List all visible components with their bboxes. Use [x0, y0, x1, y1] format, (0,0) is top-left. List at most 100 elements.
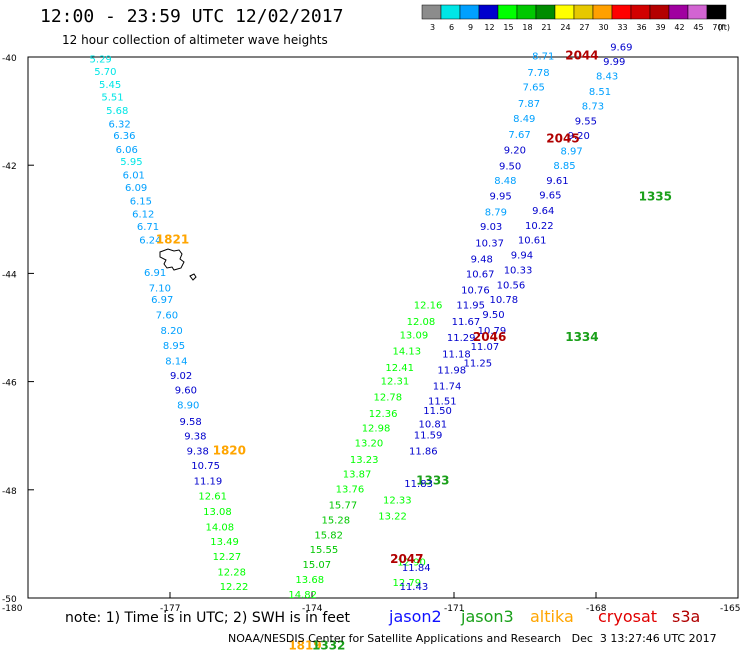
- wave-height-value: 9.94: [511, 250, 533, 261]
- color-scale-label: 21: [541, 23, 551, 32]
- wave-height-value: 12.28: [217, 567, 246, 578]
- mission-label-altika: altika: [530, 607, 574, 626]
- wave-height-value: 9.38: [187, 447, 209, 458]
- wave-height-value: 14.08: [206, 522, 235, 533]
- wave-height-value: 11.74: [433, 382, 462, 393]
- island-outline: [159, 248, 185, 271]
- x-tick-label: -165: [720, 604, 740, 614]
- pass-time-label: 2045: [546, 131, 579, 145]
- wave-height-value: 13.23: [350, 455, 379, 466]
- wave-height-value: 8.73: [582, 101, 604, 112]
- wave-height-value: 12.22: [220, 582, 249, 593]
- wave-height-value: 10.61: [518, 236, 547, 247]
- wave-height-value: 11.84: [402, 563, 431, 574]
- pass-time-label: 1821: [156, 233, 189, 247]
- wave-height-value: 11.86: [409, 447, 438, 458]
- wave-height-value: 11.50: [423, 406, 452, 417]
- wave-height-value: 13.08: [203, 507, 232, 518]
- y-tick-label: -42: [2, 162, 17, 172]
- color-scale-label: 36: [636, 23, 646, 32]
- wave-height-value: 5.68: [106, 106, 128, 117]
- wave-height-value: 9.61: [546, 176, 568, 187]
- wave-height-value: 11.51: [428, 396, 457, 407]
- wave-height-value: 13.68: [295, 575, 324, 586]
- color-scale-swatch: [687, 4, 708, 20]
- page-title: 12:00 - 23:59 UTC 12/02/2017: [40, 6, 344, 27]
- footnote: note: 1) Time is in UTC; 2) SWH is in fe…: [65, 610, 351, 626]
- color-scale-label: 30: [598, 23, 608, 32]
- wave-height-value: 9.48: [471, 255, 493, 266]
- wave-height-value: 13.87: [343, 469, 372, 480]
- wave-height-value: 8.97: [561, 146, 583, 157]
- wave-height-value: 9.64: [532, 206, 554, 217]
- wave-height-value: 12.36: [369, 409, 398, 420]
- wave-height-value: 7.67: [508, 130, 530, 141]
- x-tick-label: -180: [2, 604, 23, 614]
- wave-height-value: 10.81: [419, 420, 448, 431]
- wave-height-value: 7.87: [518, 99, 540, 110]
- color-scale-swatch: [649, 4, 670, 20]
- y-tick-label: -48: [2, 487, 17, 497]
- wave-height-value: 6.24: [139, 236, 161, 247]
- color-scale-label: 33: [617, 23, 627, 32]
- x-tick-label: -177: [160, 604, 180, 614]
- wave-height-value: 11.95: [456, 301, 485, 312]
- color-scale-swatch: [516, 4, 537, 20]
- pass-time-label: 1335: [639, 189, 672, 203]
- wave-height-value: 12.98: [362, 423, 391, 434]
- wave-height-value: 6.06: [116, 145, 138, 156]
- color-scale-swatch: [706, 4, 727, 20]
- wave-height-value: 9.20: [504, 145, 526, 156]
- wave-height-value: 13.22: [378, 512, 407, 523]
- color-scale-swatch: [573, 4, 594, 20]
- wave-height-value: 12.27: [213, 552, 242, 563]
- color-scale-label: 12: [484, 23, 494, 32]
- pass-time-label: 2044: [565, 49, 598, 63]
- wave-height-value: 12.61: [198, 492, 227, 503]
- color-scale-label: 18: [522, 23, 532, 32]
- y-tick-label: -50: [2, 595, 17, 605]
- color-scale-swatch: [478, 4, 499, 20]
- wave-height-value: 8.49: [513, 114, 535, 125]
- wave-height-value: 10.78: [490, 295, 519, 306]
- wave-height-value: 9.20: [568, 131, 590, 142]
- color-scale-swatch: [611, 4, 632, 20]
- wave-height-value: 10.75: [191, 461, 220, 472]
- color-scale-swatch: [668, 4, 689, 20]
- wave-height-value: 11.43: [400, 582, 429, 593]
- wave-height-value: 6.09: [125, 183, 147, 194]
- color-scale-swatch: [630, 4, 651, 20]
- wave-height-value: 11.29: [447, 333, 476, 344]
- color-scale-label: 24: [560, 23, 570, 32]
- wave-height-value: 15.77: [329, 501, 358, 512]
- color-scale-label: 42: [674, 23, 684, 32]
- wave-height-value: 9.03: [480, 222, 502, 233]
- wave-height-value: 12.41: [385, 363, 414, 374]
- wave-height-value: 12.33: [383, 495, 412, 506]
- color-scale-label: 15: [503, 23, 513, 32]
- wave-height-value: 12.31: [381, 376, 410, 387]
- wave-height-value: 7.60: [156, 310, 178, 321]
- wave-height-value: 9.60: [175, 386, 197, 397]
- wave-height-value: 11.59: [414, 430, 443, 441]
- wave-height-value: 11.19: [194, 476, 223, 487]
- wave-height-value: 15.55: [310, 545, 339, 556]
- pass-time-label: 1333: [416, 473, 449, 487]
- mission-label-jason2: jason2: [389, 607, 442, 626]
- wave-height-value: 11.83: [404, 479, 433, 490]
- color-scale-swatch: [592, 4, 613, 20]
- wave-height-value: 13.20: [355, 439, 384, 450]
- wave-height-value: 9.50: [499, 162, 521, 173]
- wave-height-value: 13.49: [210, 537, 239, 548]
- wave-height-value: 13.09: [400, 330, 429, 341]
- wave-height-value: 5.95: [120, 157, 142, 168]
- wave-height-value: 6.12: [132, 210, 154, 221]
- wave-height-value: 9.02: [170, 371, 192, 382]
- wave-height-value: 10.56: [497, 281, 526, 292]
- wave-height-value: 5.45: [99, 80, 121, 91]
- wave-height-value: 8.43: [596, 72, 618, 83]
- wave-height-value: 6.71: [137, 222, 159, 233]
- wave-height-value: 9.99: [603, 57, 625, 68]
- y-tick-label: -40: [2, 54, 17, 64]
